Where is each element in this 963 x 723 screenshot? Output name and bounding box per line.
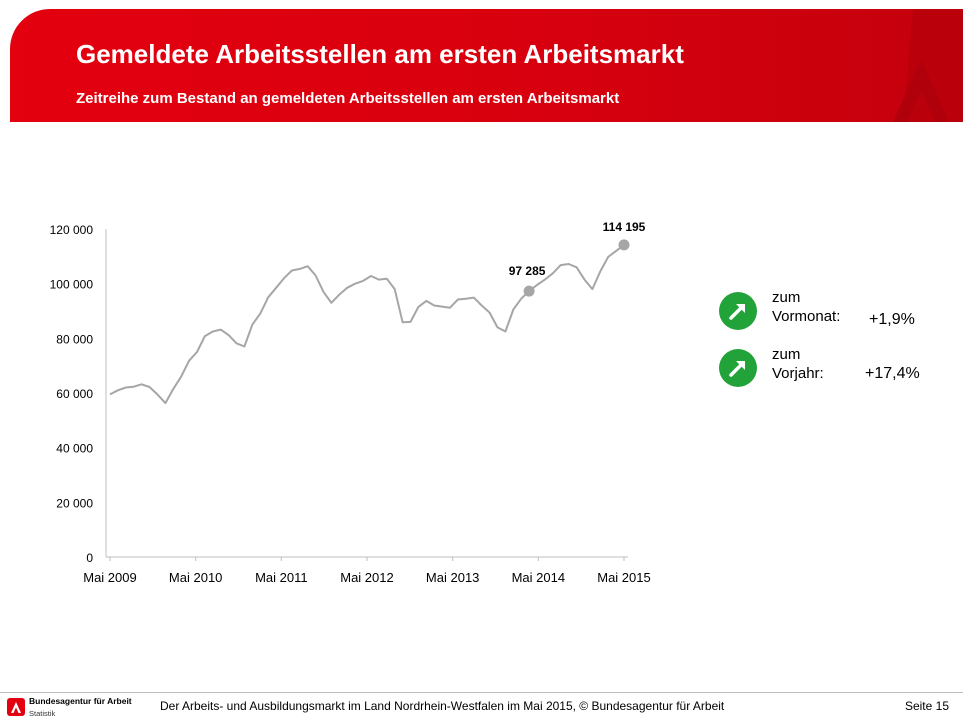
x-tick-label: Mai 2010 [169,570,222,585]
indicator-value: +1,9% [869,311,915,328]
indicator-value: +17,4% [865,365,920,382]
indicator-label: Vorjahr: [772,365,824,382]
indicator-label: zum [772,289,801,306]
header-banner: Gemeldete Arbeitsstellen am ersten Arbei… [10,9,963,122]
x-tick-label: Mai 2009 [83,570,136,585]
y-tick-label: 0 [86,551,93,565]
ba-logo-icon [7,698,25,716]
up-right-arrow-icon [719,292,757,330]
data-label: 97 285 [509,264,546,278]
x-tick-label: Mai 2013 [426,570,479,585]
footer-text: Der Arbeits- und Ausbildungsmarkt im Lan… [160,699,725,713]
logo-name: Bundesagentur für Arbeit [29,696,132,706]
chart-series [109,244,625,405]
series-line [109,244,625,405]
y-tick-label: 20 000 [56,496,93,510]
y-axis: 120 000 100 000 80 000 60 000 40 000 20 000 0 [50,223,107,565]
indicator-label: Vormonat: [772,308,841,325]
x-tick-label: Mai 2011 [255,570,308,585]
x-tick-label: Mai 2014 [512,570,565,585]
page-number: Seite 15 [904,699,949,713]
y-tick-label: 60 000 [56,387,93,401]
data-point-marker [523,285,535,297]
y-tick-label: 40 000 [56,442,93,456]
indicator-label: zum [772,346,801,363]
up-right-arrow-icon [719,349,757,387]
data-point-marker [618,239,630,251]
page-title: Gemeldete Arbeitsstellen am ersten Arbei… [76,39,684,69]
ba-logo-shape-icon [893,9,963,122]
y-tick-label: 120 000 [50,223,94,237]
y-tick-label: 100 000 [50,278,94,292]
y-tick-label: 80 000 [56,332,93,346]
x-axis: Mai 2009 Mai 2010 Mai 2011 Mai 2012 Mai 2013… [83,556,651,585]
logo-subtitle: Statistik [29,709,56,718]
data-label: 114 195 [603,220,646,234]
page-subtitle: Zeitreihe zum Bestand an gemeldeten Arbe… [76,90,620,107]
ba-logo: Bundesagentur für Arbeit Statistik [5,696,135,721]
x-tick-label: Mai 2015 [597,570,650,585]
chart-annotations: 97 285 114 195 [509,220,646,297]
footer-divider [0,692,963,693]
x-tick-label: Mai 2012 [340,570,393,585]
